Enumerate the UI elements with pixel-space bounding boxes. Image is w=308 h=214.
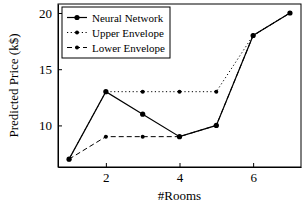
tick-label: 20 [39,6,52,21]
tick-mark [180,163,181,167]
tick-mark [106,163,107,167]
tick-mark [58,125,62,126]
legend-marker [74,15,79,20]
tick-mark [58,13,62,14]
marker [251,33,256,38]
marker [141,90,145,94]
marker [214,123,219,128]
marker [178,135,182,139]
marker [103,89,108,94]
marker [140,112,145,117]
y-axis-title: Predicted Price (k$) [6,34,21,138]
x-axis: 2 4 6 [59,163,302,185]
tick: 10 [39,118,62,133]
marker [288,11,292,15]
series-line [69,13,290,159]
plot: 2 4 6 10 15 20 Neural Network Upper Envelope Low… [39,4,302,185]
marker [104,135,108,139]
x-axis-title: #Rooms [158,188,201,203]
tick: 4 [177,163,184,185]
frame [58,4,301,167]
tick-label: 15 [39,62,52,77]
legend-marker [75,31,79,35]
y-axis: 10 15 20 [39,5,62,168]
tick: 15 [39,62,62,77]
marker [214,90,218,94]
marker [251,33,255,37]
marker [104,90,108,94]
marker [178,90,182,94]
legend-box [62,7,170,58]
tick-label: 10 [39,118,52,133]
tick: 2 [103,163,110,185]
marker [141,135,145,139]
chart: 2 4 6 10 15 20 Neural Network Upper Envelope Low… [0,0,308,214]
marker [251,33,255,37]
legend-label: Upper Envelope [92,27,164,39]
tick-label: 2 [103,170,110,185]
tick-label: 4 [177,170,184,185]
legend-label: Neural Network [92,12,164,24]
tick-mark [58,69,62,70]
marker [67,157,71,161]
marker [287,10,292,15]
marker [177,134,182,139]
series-line [69,13,290,159]
tick: 20 [39,6,62,21]
legend-label: Lower Envelope [92,42,165,54]
tick-mark [253,163,254,167]
legend-marker [75,46,79,50]
marker [214,123,218,127]
marker [67,157,71,161]
series-group [66,10,292,161]
tick-label: 6 [250,170,257,185]
legend: Neural Network Upper Envelope Lower Envelo… [62,7,170,58]
marker [66,157,71,162]
tick: 6 [250,163,257,185]
marker [288,11,292,15]
series-line [69,13,290,159]
